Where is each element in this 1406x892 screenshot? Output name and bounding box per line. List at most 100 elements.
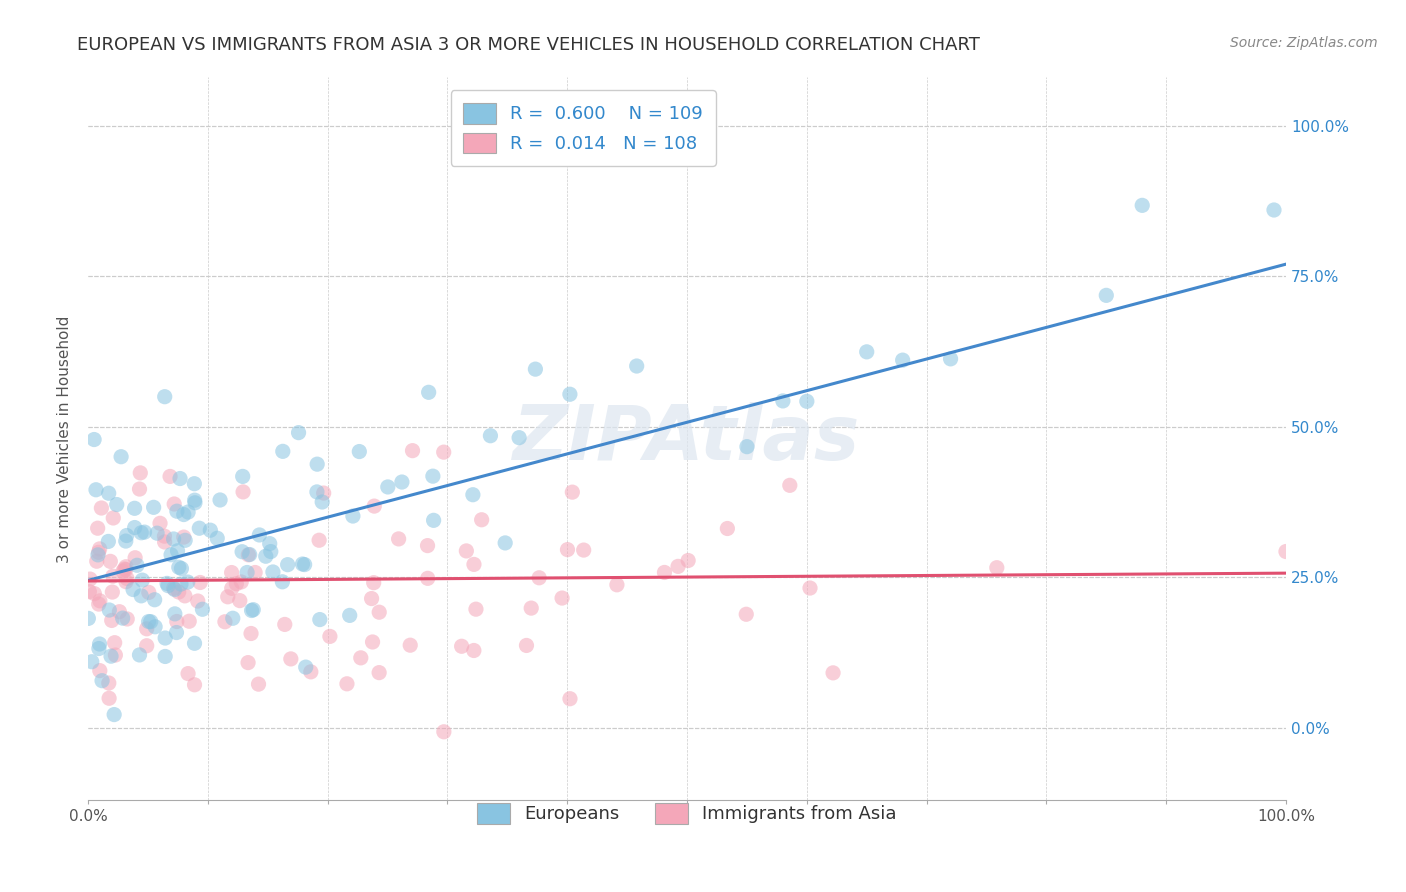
Point [236,656,259,670]
Point [735,607,758,622]
Point [83,433,105,447]
Point [135,622,157,636]
Point [177,575,200,590]
Point [666,559,689,574]
Point [254,549,277,564]
Point [170,561,193,575]
Point [143,592,166,607]
Point [823,665,845,680]
Text: EUROPEAN VS IMMIGRANTS FROM ASIA 3 OR MORE VEHICLES IN HOUSEHOLD CORRELATION CHA: EUROPEAN VS IMMIGRANTS FROM ASIA 3 OR MO… [77,36,980,54]
Point [350,650,373,665]
Point [129,589,152,603]
Point [274,617,297,632]
Point [166,615,188,629]
Point [855,344,877,359]
Point [163,497,186,511]
Point [225,576,247,591]
Point [97,676,120,690]
Point [79,572,101,586]
Point [479,428,502,442]
Point [114,562,136,576]
Point [142,500,165,515]
Point [676,553,699,567]
Point [169,471,191,485]
Point [465,602,488,616]
Y-axis label: 3 or more Vehicles in Household: 3 or more Vehicles in Household [58,315,72,563]
Point [153,529,176,543]
Point [238,548,260,562]
Point [368,665,391,680]
Point [183,476,205,491]
Point [86,521,108,535]
Point [128,482,150,496]
Point [98,691,121,706]
Point [179,614,201,628]
Point [80,655,103,669]
Point [87,545,110,559]
Point [508,431,530,445]
Point [177,666,200,681]
Point [294,660,316,674]
Point [626,359,648,373]
Point [287,425,309,440]
Point [247,677,270,691]
Point [124,550,146,565]
Point [101,569,124,583]
Point [236,566,259,580]
Point [162,532,184,546]
Point [174,533,197,548]
Point [222,611,245,625]
Point [87,597,110,611]
Point [135,639,157,653]
Point [104,636,127,650]
Point [110,450,132,464]
Point [115,528,138,542]
Point [558,691,581,706]
Point [456,544,478,558]
Point [122,582,145,597]
Point [463,558,485,572]
Point [416,571,439,585]
Point [336,677,359,691]
Point [115,559,138,574]
Point [184,496,207,510]
Point [91,673,114,688]
Point [1130,198,1153,212]
Point [361,635,384,649]
Point [349,444,371,458]
Point [103,707,125,722]
Point [551,591,574,605]
Point [146,526,169,541]
Point [114,534,136,549]
Point [277,558,299,572]
Point [191,602,214,616]
Point [97,486,120,500]
Point [527,571,550,585]
Point [160,548,183,562]
Point [129,466,152,480]
Point [167,585,190,599]
Point [240,626,263,640]
Point [173,530,195,544]
Point [115,612,138,626]
Point [779,478,801,492]
Point [183,678,205,692]
Point [260,544,283,558]
Point [312,486,335,500]
Point [557,542,579,557]
Point [247,528,270,542]
Point [558,387,581,401]
Point [77,611,100,625]
Point [461,488,484,502]
Point [388,532,411,546]
Point [187,594,209,608]
Point [115,574,138,589]
Point [363,575,385,590]
Point [84,483,107,497]
Point [360,591,382,606]
Point [166,504,188,518]
Point [271,574,294,589]
Point [89,594,111,608]
Point [98,603,121,617]
Point [156,576,179,591]
